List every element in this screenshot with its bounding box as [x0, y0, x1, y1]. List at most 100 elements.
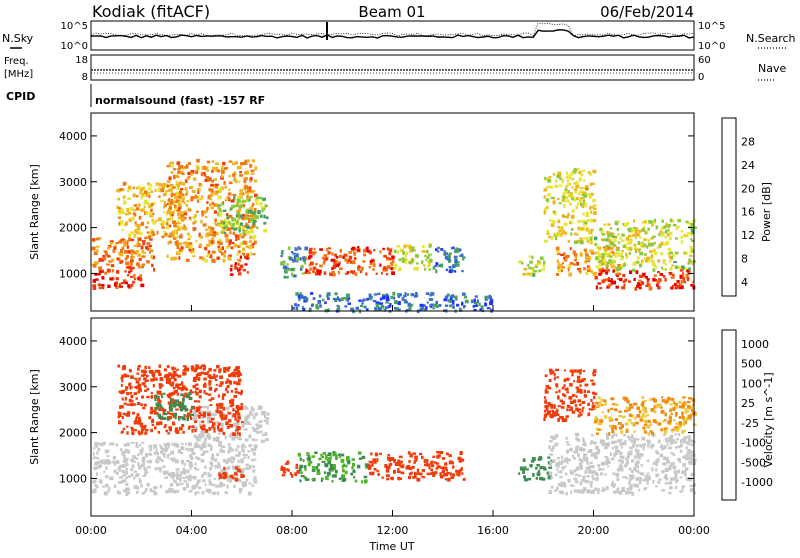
heatmap-cell — [551, 459, 556, 463]
heatmap-cell — [133, 420, 137, 425]
heatmap-cell — [128, 211, 132, 215]
heatmap-cell — [240, 392, 243, 396]
heatmap-cell — [634, 416, 637, 420]
heatmap-cell — [163, 230, 167, 234]
heatmap-cell — [673, 419, 676, 422]
heatmap-cell — [457, 474, 461, 477]
heatmap-cell — [141, 192, 145, 197]
heatmap-cell — [195, 408, 199, 413]
heatmap-cell — [239, 222, 243, 226]
heatmap-cell — [146, 242, 151, 246]
heatmap-cell — [592, 219, 597, 223]
heatmap-cell — [558, 229, 562, 233]
heatmap-cell — [329, 456, 332, 459]
heatmap-cell — [356, 249, 360, 252]
heatmap-cell — [618, 451, 623, 455]
heatmap-cell — [597, 488, 601, 491]
heatmap-cell — [205, 166, 209, 170]
heatmap-cell — [171, 472, 175, 476]
heatmap-cell — [162, 392, 166, 395]
heatmap-cell — [362, 260, 366, 263]
heatmap-cell — [192, 177, 197, 181]
heatmap-cell — [476, 299, 479, 304]
heatmap-cell — [365, 246, 369, 250]
heatmap-cell — [118, 283, 121, 288]
heatmap-cell — [668, 416, 672, 420]
heatmap-cell — [208, 410, 212, 413]
heatmap-cell — [157, 399, 161, 402]
heatmap-cell — [628, 490, 632, 495]
heatmap-cell — [125, 476, 129, 479]
heatmap-cell — [674, 472, 678, 476]
heatmap-cell — [539, 465, 542, 470]
heatmap-cell — [643, 238, 647, 241]
heatmap-cell — [218, 189, 222, 193]
heatmap-cell — [223, 466, 226, 470]
heatmap-cell — [361, 455, 366, 460]
noise-traces — [90, 22, 695, 40]
heatmap-cell — [215, 185, 218, 189]
heatmap-cell — [390, 296, 394, 299]
heatmap-cell — [342, 463, 346, 468]
heatmap-cell — [228, 446, 232, 450]
heatmap-cell — [647, 425, 650, 429]
heatmap-cell — [388, 251, 392, 256]
heatmap-cell — [177, 207, 181, 211]
heatmap-cell — [163, 211, 166, 214]
beam-title: Beam 01 — [358, 3, 425, 21]
heatmap-cell — [227, 257, 232, 261]
heatmap-cell — [137, 365, 141, 368]
heatmap-cell — [241, 421, 244, 424]
heatmap-cell — [235, 436, 239, 439]
heatmap-cell — [240, 201, 243, 204]
heatmap-cell — [381, 476, 384, 479]
heatmap-cell — [408, 460, 411, 464]
heatmap-cell — [643, 257, 648, 260]
heatmap-cell — [461, 458, 465, 462]
heatmap-cell — [191, 451, 194, 455]
heatmap-cell — [643, 253, 647, 256]
heatmap-cell — [250, 176, 253, 181]
heatmap-cell — [234, 391, 239, 394]
heatmap-cell — [238, 267, 242, 271]
heatmap-cell — [220, 165, 225, 168]
heatmap-cell — [681, 488, 684, 492]
heatmap-cell — [233, 171, 237, 176]
heatmap-cell — [154, 410, 157, 415]
heatmap-cell — [576, 489, 580, 493]
heatmap-cell — [235, 405, 240, 409]
heatmap-cell — [635, 444, 639, 448]
heatmap-cell — [249, 465, 253, 468]
heatmap-cell — [100, 443, 103, 447]
heatmap-cell — [156, 182, 159, 185]
heatmap-cell — [233, 381, 236, 385]
heatmap-cell — [162, 470, 166, 475]
heatmap-cell — [338, 261, 341, 265]
heatmap-cell — [641, 242, 644, 246]
heatmap-cell — [337, 305, 341, 308]
heatmap-cell — [98, 287, 102, 290]
heatmap-cell — [223, 474, 228, 479]
heatmap-cell — [226, 390, 229, 394]
heatmap-cell — [307, 458, 311, 462]
heatmap-cell — [134, 429, 138, 432]
heatmap-cell — [425, 249, 429, 254]
heatmap-cell — [196, 187, 201, 191]
heatmap-cell — [636, 261, 640, 264]
heatmap-cell — [672, 477, 677, 481]
heatmap-cell — [96, 442, 100, 445]
heatmap-cell — [601, 233, 606, 236]
heatmap-cell — [524, 478, 528, 482]
heatmap-cell — [612, 235, 615, 238]
heatmap-cell — [583, 221, 588, 225]
colorbar-tick-label: 12 — [741, 229, 755, 242]
heatmap-cell — [605, 248, 608, 252]
heatmap-cell — [405, 251, 409, 256]
heatmap-cell — [215, 409, 219, 413]
heatmap-cell — [214, 190, 219, 193]
heatmap-cell — [179, 217, 183, 220]
heatmap-cell — [215, 436, 220, 440]
heatmap-cell — [177, 222, 181, 225]
heatmap-cell — [187, 232, 190, 236]
heatmap-cell — [184, 365, 187, 370]
